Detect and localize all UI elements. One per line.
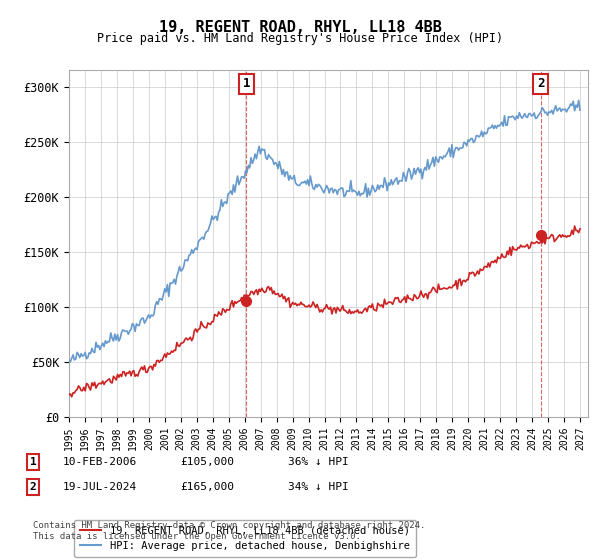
Text: This data is licensed under the Open Government Licence v3.0.: This data is licensed under the Open Gov…	[33, 532, 361, 541]
Text: £105,000: £105,000	[180, 457, 234, 467]
Text: 36% ↓ HPI: 36% ↓ HPI	[288, 457, 349, 467]
Text: 19-JUL-2024: 19-JUL-2024	[63, 482, 137, 492]
Text: £165,000: £165,000	[180, 482, 234, 492]
Text: Price paid vs. HM Land Registry's House Price Index (HPI): Price paid vs. HM Land Registry's House …	[97, 32, 503, 45]
Text: 10-FEB-2006: 10-FEB-2006	[63, 457, 137, 467]
Text: 2: 2	[537, 77, 544, 90]
Text: 2: 2	[29, 482, 37, 492]
Text: 1: 1	[242, 77, 250, 90]
Text: 19, REGENT ROAD, RHYL, LL18 4BB: 19, REGENT ROAD, RHYL, LL18 4BB	[158, 20, 442, 35]
Text: 34% ↓ HPI: 34% ↓ HPI	[288, 482, 349, 492]
Text: Contains HM Land Registry data © Crown copyright and database right 2024.: Contains HM Land Registry data © Crown c…	[33, 521, 425, 530]
Text: 1: 1	[29, 457, 37, 467]
Legend: 19, REGENT ROAD, RHYL, LL18 4BB (detached house), HPI: Average price, detached h: 19, REGENT ROAD, RHYL, LL18 4BB (detache…	[74, 520, 416, 557]
